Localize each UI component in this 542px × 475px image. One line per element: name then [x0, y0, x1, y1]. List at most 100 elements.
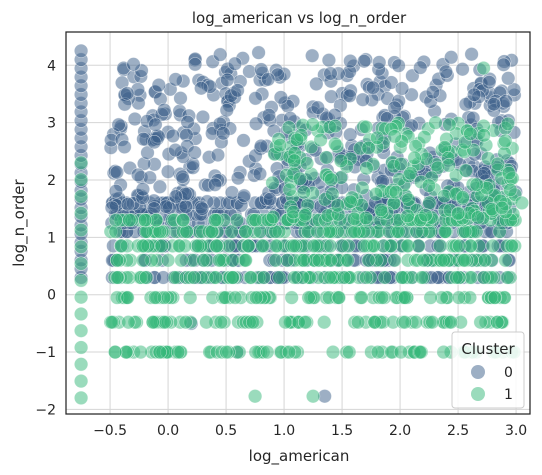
data-point — [387, 129, 402, 144]
data-point — [196, 253, 211, 268]
data-point — [500, 116, 516, 131]
data-point — [322, 270, 337, 285]
y-tick-label: 1 — [47, 230, 56, 246]
data-point — [104, 200, 119, 215]
data-point — [342, 88, 357, 103]
y-tick-label: −2 — [35, 402, 56, 418]
data-point — [477, 166, 492, 181]
data-point — [131, 167, 146, 182]
data-point — [457, 253, 472, 268]
data-point — [387, 100, 402, 115]
data-point — [368, 187, 384, 202]
data-point — [225, 253, 240, 268]
data-point — [473, 315, 488, 330]
data-point — [319, 150, 334, 165]
data-point — [335, 238, 350, 253]
data-point — [444, 50, 459, 65]
data-point — [422, 195, 437, 210]
data-point — [421, 178, 437, 193]
data-point — [104, 315, 119, 330]
y-tick-label: 3 — [47, 116, 56, 132]
data-point — [262, 192, 278, 207]
data-point — [248, 91, 263, 106]
data-point — [255, 238, 270, 253]
data-point — [321, 53, 337, 68]
data-point — [325, 186, 340, 201]
data-point — [178, 199, 193, 214]
data-point — [458, 97, 474, 112]
y-axis-ticks: −2 −1 0 1 2 3 4 — [35, 58, 56, 418]
data-point — [157, 102, 172, 118]
data-point — [343, 194, 358, 209]
data-point — [296, 253, 311, 268]
data-point — [323, 253, 338, 268]
legend-title: Cluster — [461, 340, 515, 358]
data-point — [111, 117, 126, 132]
data-point — [358, 210, 374, 226]
data-point — [443, 315, 459, 330]
data-point — [121, 315, 136, 330]
legend-marker-1 — [471, 387, 485, 401]
data-point — [212, 253, 227, 268]
data-point — [500, 270, 515, 285]
data-point — [135, 182, 150, 197]
data-point — [199, 315, 214, 330]
data-point — [514, 195, 530, 210]
data-point — [154, 238, 169, 253]
data-point — [254, 62, 269, 77]
data-point — [238, 224, 253, 239]
data-point — [127, 111, 142, 127]
data-point — [377, 270, 392, 285]
data-point — [251, 45, 266, 60]
legend-marker-0 — [471, 365, 485, 379]
data-point — [229, 213, 244, 228]
data-point — [354, 290, 369, 305]
data-point — [455, 62, 470, 77]
data-point — [236, 133, 251, 148]
data-point — [152, 345, 167, 360]
data-point — [187, 145, 202, 160]
data-point — [407, 150, 422, 165]
data-point — [428, 115, 443, 130]
data-point — [503, 182, 518, 197]
data-point — [168, 72, 183, 87]
data-point — [249, 116, 264, 131]
data-point — [361, 253, 376, 268]
data-point — [252, 166, 267, 181]
data-point — [290, 132, 305, 147]
data-point — [73, 239, 89, 254]
data-point — [265, 175, 280, 190]
data-point — [287, 153, 302, 168]
data-point — [219, 345, 234, 360]
data-point — [343, 53, 358, 69]
data-point — [273, 90, 289, 105]
data-point — [147, 290, 163, 305]
data-point — [324, 89, 339, 104]
data-point — [397, 315, 413, 330]
data-point — [73, 273, 89, 288]
data-point — [494, 200, 510, 215]
data-point — [73, 390, 89, 406]
legend-label-0: 0 — [504, 365, 513, 381]
data-point — [401, 192, 416, 207]
y-tick-label: 2 — [47, 173, 56, 189]
data-point — [301, 290, 316, 305]
data-point — [243, 270, 259, 285]
data-point — [425, 85, 441, 100]
x-tick-label: −0.5 — [93, 423, 127, 439]
data-point — [266, 210, 281, 225]
data-point — [395, 81, 410, 96]
x-tick-label: 0.0 — [157, 423, 179, 439]
x-tick-label: 1.5 — [331, 423, 353, 439]
data-point — [108, 184, 124, 199]
data-point — [306, 389, 321, 404]
data-point — [417, 130, 432, 145]
data-point — [120, 86, 135, 101]
data-point — [359, 161, 374, 176]
data-point — [165, 128, 181, 143]
data-point — [324, 172, 339, 187]
series-1-points — [73, 60, 530, 406]
data-point — [398, 290, 413, 305]
data-point — [207, 177, 223, 192]
data-point — [357, 54, 372, 69]
